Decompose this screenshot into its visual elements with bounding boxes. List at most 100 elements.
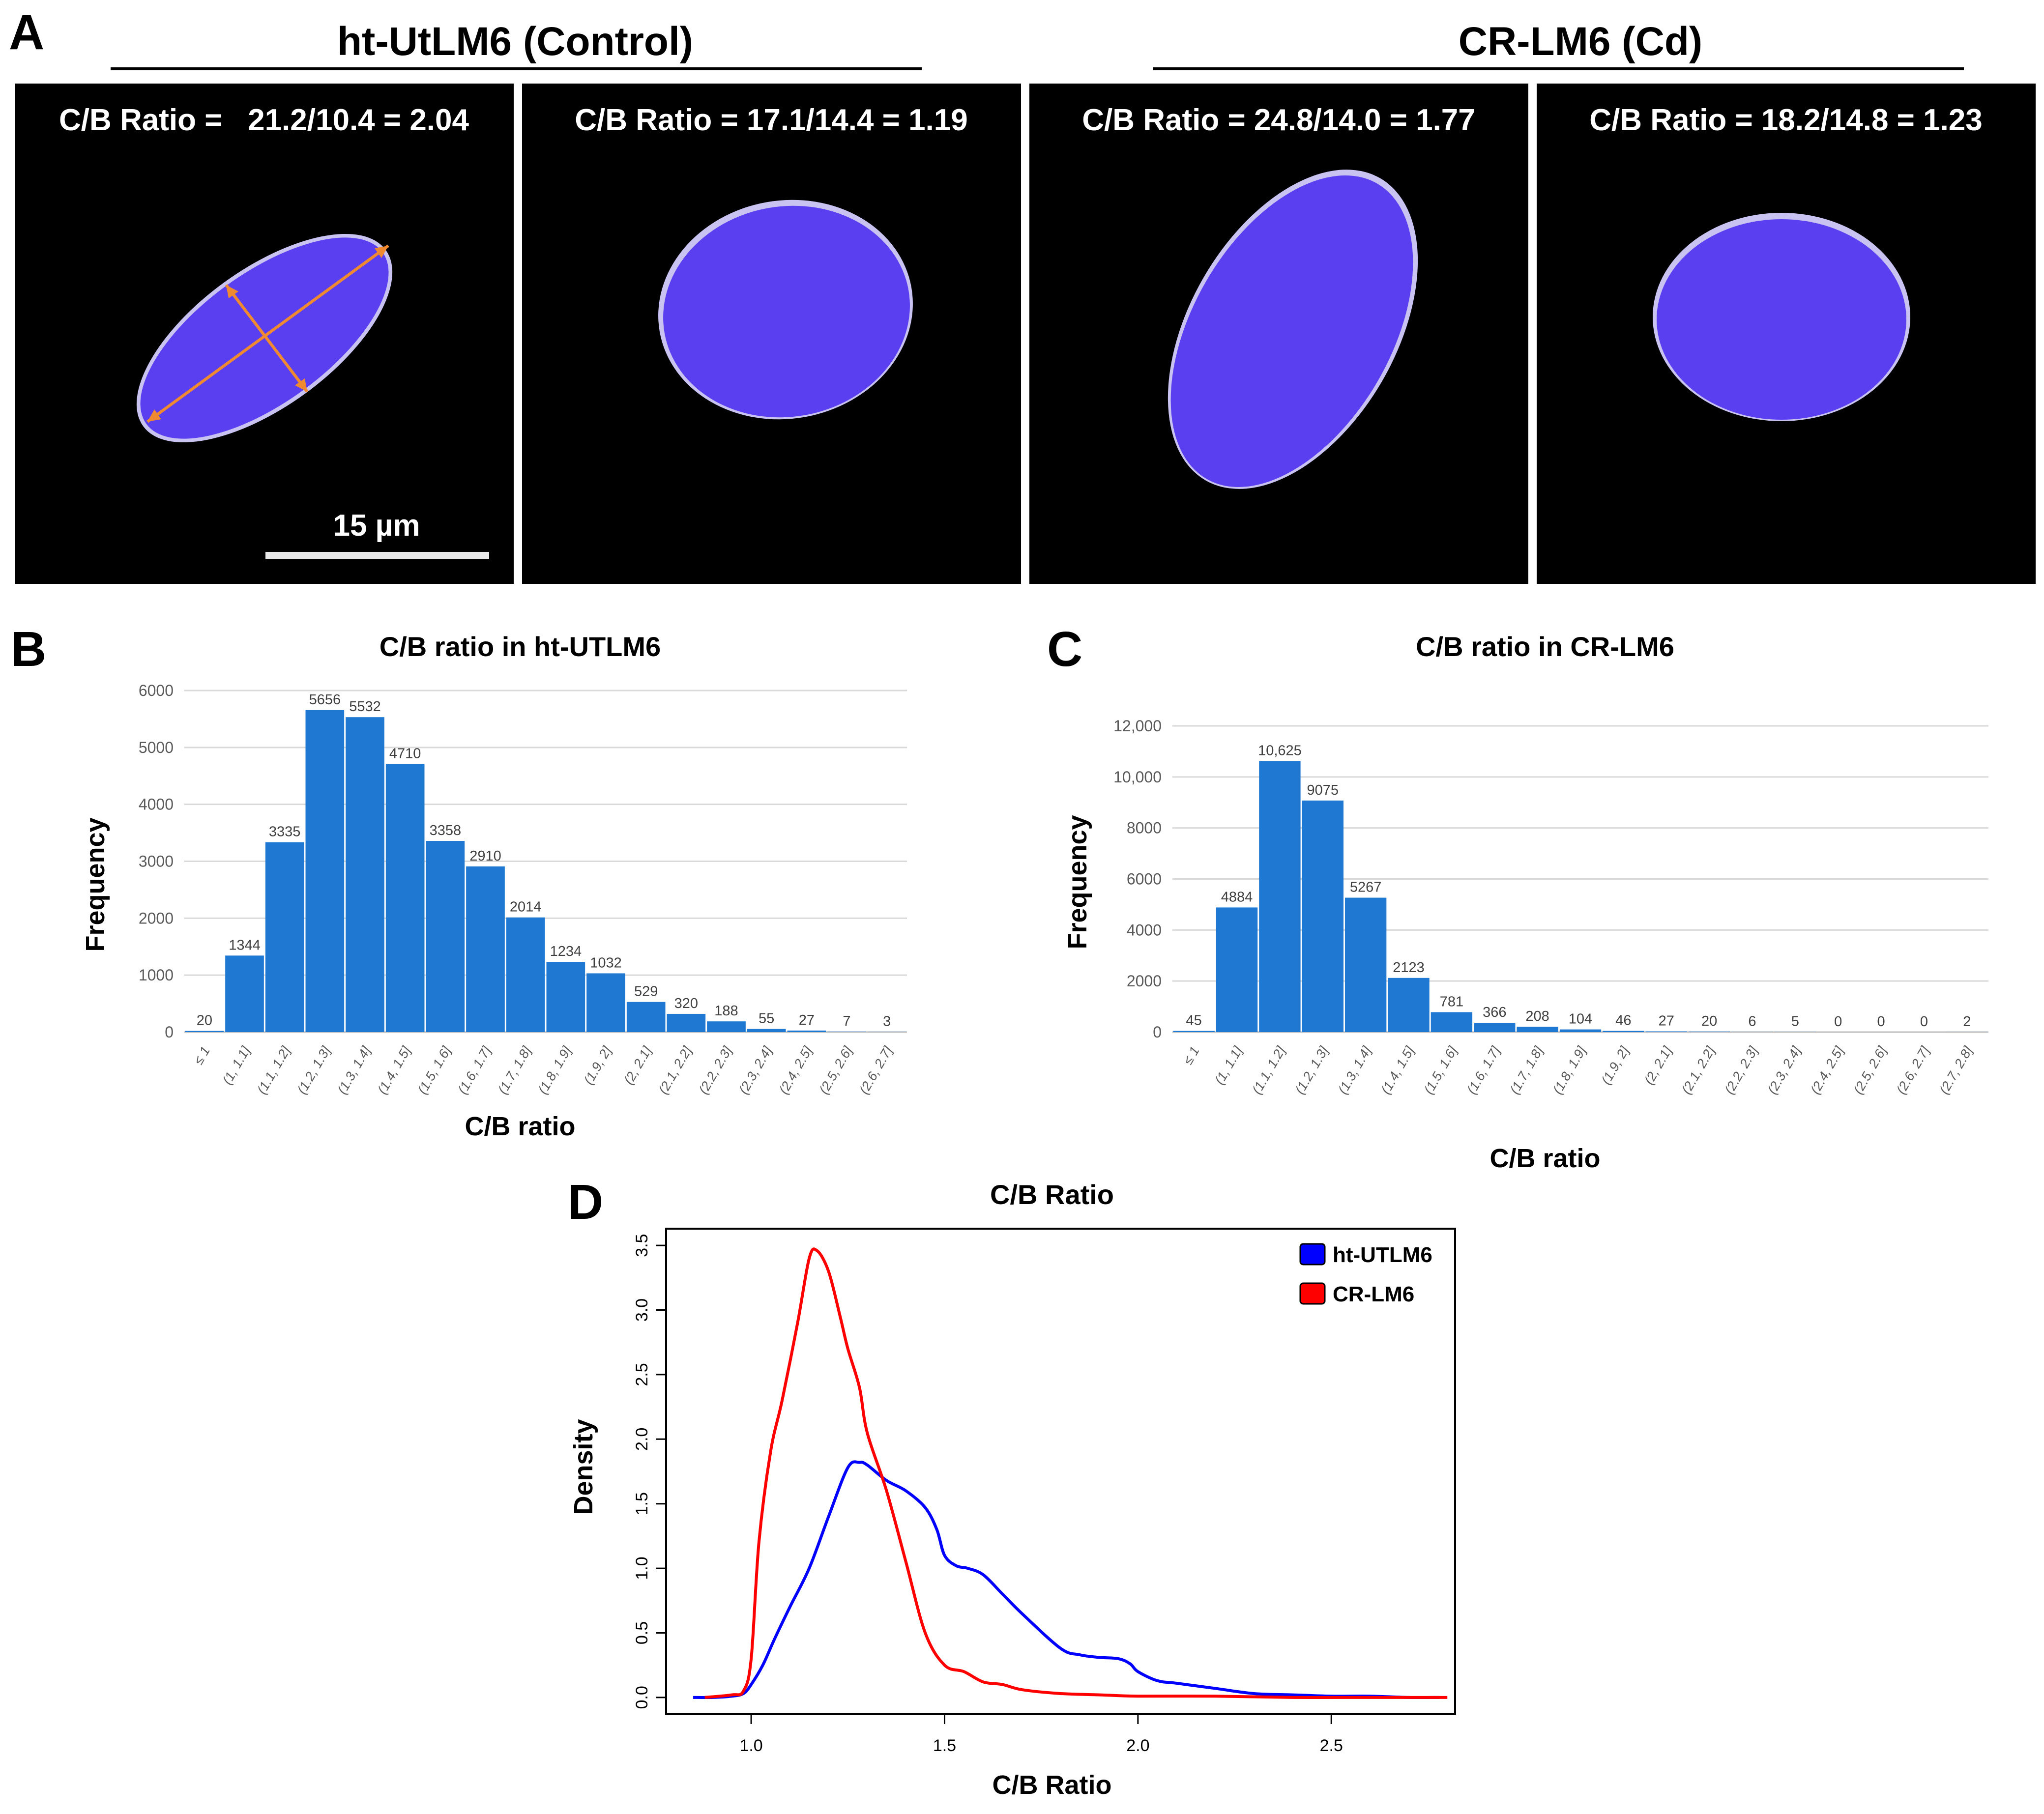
legend-swatch xyxy=(1300,1283,1325,1304)
chart-b-xlabel: C/B ratio xyxy=(465,1112,575,1141)
y-tick-label: 2.5 xyxy=(633,1363,651,1386)
bar xyxy=(627,1002,666,1032)
micrograph-2: C/B Ratio = 17.1/14.4 = 1.19 xyxy=(522,84,1021,584)
bar xyxy=(1173,1031,1215,1032)
bar xyxy=(1560,1030,1601,1032)
bar xyxy=(1474,1023,1515,1032)
bar xyxy=(1216,907,1257,1032)
bar-value-label: 5532 xyxy=(349,699,381,715)
ratio-label-1: C/B Ratio = 21.2/10.4 = 2.04 xyxy=(59,103,469,137)
chart-b-ylabel: Frequency xyxy=(81,817,110,951)
bar-value-label: 0 xyxy=(1920,1014,1928,1030)
bar xyxy=(426,841,465,1032)
y-tick-label: 6000 xyxy=(139,682,174,699)
bar-value-label: 0 xyxy=(1877,1014,1885,1030)
legend-label: ht-UTLM6 xyxy=(1333,1243,1432,1267)
bar-value-label: 208 xyxy=(1525,1008,1549,1024)
bar-value-label: 2123 xyxy=(1393,960,1425,976)
bar-value-label: 320 xyxy=(674,996,698,1011)
bar-value-label: 45 xyxy=(1186,1013,1202,1029)
micrograph-3: C/B Ratio = 24.8/14.0 = 1.77 xyxy=(1029,84,1528,584)
bar-value-label: 1344 xyxy=(229,937,261,953)
ratio-label-2: C/B Ratio = 17.1/14.4 = 1.19 xyxy=(575,103,968,137)
bar-value-label: 20 xyxy=(1701,1013,1717,1029)
bar xyxy=(225,955,264,1032)
bar-value-label: 7 xyxy=(843,1013,850,1029)
bar-value-label: 1234 xyxy=(550,944,582,959)
y-tick-label: 12,000 xyxy=(1113,717,1162,735)
bar xyxy=(586,973,625,1032)
x-tick-label: 2.0 xyxy=(1126,1736,1149,1755)
ratio-label-4: C/B Ratio = 18.2/14.8 = 1.23 xyxy=(1589,103,1983,137)
y-tick-label: 4000 xyxy=(139,796,174,813)
y-tick-label: 1.0 xyxy=(633,1556,651,1580)
y-tick-label: 5000 xyxy=(139,739,174,756)
panel-b-letter: B xyxy=(11,622,46,677)
panel-a-letter: A xyxy=(9,5,44,60)
y-tick-label: 2000 xyxy=(1127,972,1162,990)
bar xyxy=(667,1014,706,1032)
bar-value-label: 10,625 xyxy=(1258,743,1302,758)
bar-value-label: 46 xyxy=(1615,1013,1631,1029)
y-tick-label: 0 xyxy=(165,1023,174,1041)
bar xyxy=(788,1031,826,1032)
chart-d-title: C/B Ratio xyxy=(990,1179,1114,1210)
x-tick-label: 2.5 xyxy=(1320,1736,1343,1755)
bar xyxy=(386,764,425,1032)
bar xyxy=(1345,898,1386,1032)
bar-value-label: 366 xyxy=(1483,1005,1506,1020)
bar-value-label: 20 xyxy=(197,1013,212,1029)
bar-value-label: 55 xyxy=(759,1011,774,1027)
bar-value-label: 5 xyxy=(1791,1014,1799,1030)
bar-value-label: 4884 xyxy=(1221,889,1253,905)
bar xyxy=(1388,978,1429,1032)
bar-value-label: 3335 xyxy=(269,824,301,840)
nucleus-round xyxy=(1653,213,1910,421)
bar-value-label: 5656 xyxy=(309,692,341,708)
y-tick-label: 4000 xyxy=(1127,921,1162,939)
bar-value-label: 3358 xyxy=(430,823,462,838)
bar xyxy=(506,918,545,1032)
micrograph-4: C/B Ratio = 18.2/14.8 = 1.23 xyxy=(1537,84,2036,584)
bar xyxy=(185,1031,224,1032)
bar xyxy=(1431,1012,1472,1032)
chart-d-xlabel: C/B Ratio xyxy=(993,1770,1112,1800)
y-tick-label: 0 xyxy=(1153,1023,1162,1041)
x-tick-label: 1.0 xyxy=(739,1736,762,1755)
y-tick-label: 2000 xyxy=(139,909,174,927)
panel-c-letter: C xyxy=(1047,622,1082,677)
y-tick-label: 10,000 xyxy=(1113,768,1162,786)
ratio-label-3: C/B Ratio = 24.8/14.0 = 1.77 xyxy=(1082,103,1475,137)
chart-c-ylabel: Frequency xyxy=(1063,815,1092,949)
bar xyxy=(1603,1031,1644,1032)
bar-value-label: 1032 xyxy=(590,955,622,971)
group-title-cd: CR-LM6 (Cd) xyxy=(1459,19,1702,64)
bar-value-label: 2 xyxy=(1963,1014,1971,1030)
bar xyxy=(466,866,505,1032)
chart-d-ylabel: Density xyxy=(569,1419,598,1515)
bar-value-label: 104 xyxy=(1569,1011,1592,1027)
y-tick-label: 8000 xyxy=(1127,819,1162,837)
bar-value-label: 27 xyxy=(1659,1013,1674,1029)
bar-value-label: 5267 xyxy=(1350,880,1382,895)
bar-value-label: 27 xyxy=(799,1012,815,1028)
bar-value-label: 6 xyxy=(1748,1014,1756,1030)
bar-value-label: 2014 xyxy=(510,899,542,915)
bar-value-label: 188 xyxy=(714,1003,738,1019)
y-tick-label: 0.0 xyxy=(633,1686,651,1709)
y-tick-label: 2.0 xyxy=(633,1428,651,1451)
bar xyxy=(1302,801,1343,1032)
chart-b-title: C/B ratio in ht-UTLM6 xyxy=(380,631,661,662)
y-tick-label: 0.5 xyxy=(633,1621,651,1644)
bar xyxy=(707,1021,746,1032)
scale-bar-label: 15 µm xyxy=(333,509,420,543)
y-tick-label: 1.5 xyxy=(633,1492,651,1515)
bar-value-label: 2910 xyxy=(469,848,501,864)
panel-d-letter: D xyxy=(568,1175,603,1230)
bar-value-label: 9075 xyxy=(1307,782,1339,798)
bar-value-label: 529 xyxy=(634,984,658,1000)
legend-swatch xyxy=(1300,1244,1325,1265)
micrograph-1: C/B Ratio = 21.2/10.4 = 2.04 15 µm xyxy=(15,84,514,584)
y-tick-label: 3.0 xyxy=(633,1298,651,1322)
